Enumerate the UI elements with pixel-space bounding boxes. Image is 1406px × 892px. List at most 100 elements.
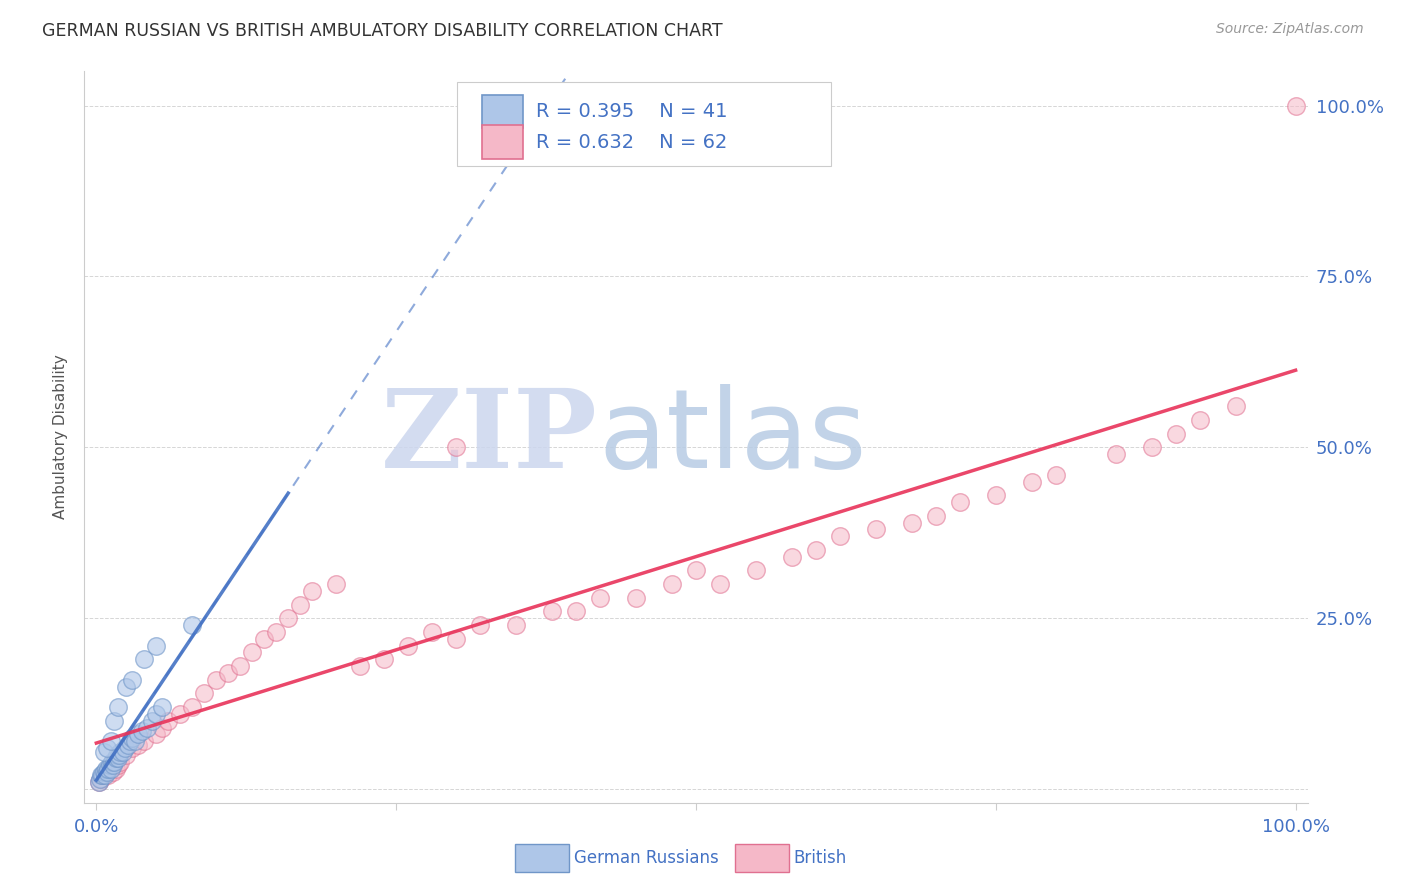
Point (624, 591, 647, 605)
Point (121, 741, 143, 756)
Point (217, 665, 239, 680)
FancyBboxPatch shape (482, 126, 523, 159)
Point (111, 745, 134, 759)
FancyBboxPatch shape (515, 845, 569, 872)
Point (103, 755, 125, 769)
Point (145, 639, 167, 653)
Text: British: British (794, 849, 846, 867)
Y-axis label: Ambulatory Disability: Ambulatory Disability (53, 355, 69, 519)
Point (420, 624, 443, 639)
Point (100, 762, 122, 776)
Point (93, 765, 115, 780)
Point (1045, 467, 1067, 482)
Point (90, 772, 112, 786)
Text: atlas: atlas (598, 384, 866, 491)
Point (96, 765, 118, 780)
Point (169, 706, 191, 721)
Point (804, 542, 827, 557)
Point (1225, 400, 1247, 414)
Point (93, 768, 117, 782)
Point (193, 686, 215, 700)
Point (444, 632, 467, 646)
Point (101, 755, 124, 769)
Point (589, 591, 612, 605)
Point (114, 741, 136, 756)
Point (117, 738, 139, 752)
Point (1140, 440, 1163, 454)
FancyBboxPatch shape (735, 845, 789, 872)
Point (325, 577, 347, 591)
Point (1021, 475, 1043, 489)
Point (925, 508, 948, 523)
Point (157, 714, 180, 728)
Point (181, 618, 204, 632)
Point (135, 721, 157, 735)
Point (134, 734, 156, 748)
Point (107, 758, 129, 772)
Point (541, 604, 564, 618)
Point (745, 563, 768, 577)
Point (373, 652, 395, 666)
Point (984, 488, 1007, 502)
Point (301, 583, 323, 598)
Point (780, 549, 803, 564)
Point (901, 516, 924, 530)
Point (1284, 98, 1306, 112)
Point (685, 563, 707, 577)
Point (121, 731, 143, 745)
Point (468, 618, 491, 632)
Point (145, 727, 167, 741)
Point (949, 495, 972, 509)
Point (104, 762, 127, 776)
Point (97, 768, 120, 782)
Text: Source: ZipAtlas.com: Source: ZipAtlas.com (1216, 22, 1364, 37)
Point (105, 747, 128, 762)
Point (127, 727, 149, 741)
Point (110, 755, 132, 769)
Text: GERMAN RUSSIAN VS BRITISH AMBULATORY DISABILITY CORRELATION CHART: GERMAN RUSSIAN VS BRITISH AMBULATORY DIS… (42, 22, 723, 40)
Point (87, 775, 110, 789)
Point (100, 734, 122, 748)
Point (150, 700, 173, 714)
Point (505, 618, 527, 632)
Point (865, 522, 887, 536)
Point (108, 747, 131, 762)
Text: German Russians: German Russians (574, 849, 718, 867)
Point (349, 659, 371, 673)
Point (661, 577, 683, 591)
FancyBboxPatch shape (457, 82, 831, 167)
FancyBboxPatch shape (482, 95, 523, 128)
Point (828, 529, 851, 543)
Point (444, 440, 467, 454)
Point (103, 714, 125, 728)
Point (1105, 447, 1128, 461)
Point (100, 762, 122, 776)
Point (240, 645, 263, 659)
Point (87, 775, 110, 789)
Point (277, 611, 299, 625)
Point (1164, 426, 1187, 441)
Point (90, 768, 112, 782)
Point (121, 673, 143, 687)
Point (141, 714, 163, 728)
Point (145, 706, 167, 721)
Point (101, 765, 124, 780)
Point (229, 659, 252, 673)
Point (115, 747, 138, 762)
Point (181, 700, 204, 714)
Text: ZIP: ZIP (381, 384, 598, 491)
Point (709, 577, 731, 591)
Point (107, 700, 129, 714)
Point (124, 734, 146, 748)
Point (89, 772, 111, 786)
Point (115, 680, 138, 694)
Point (104, 751, 127, 765)
Point (396, 639, 419, 653)
Point (134, 652, 156, 666)
Point (264, 624, 287, 639)
Text: R = 0.395    N = 41: R = 0.395 N = 41 (536, 102, 727, 121)
Point (96, 741, 118, 756)
Point (101, 758, 124, 772)
Point (93, 745, 115, 759)
Point (131, 724, 153, 739)
